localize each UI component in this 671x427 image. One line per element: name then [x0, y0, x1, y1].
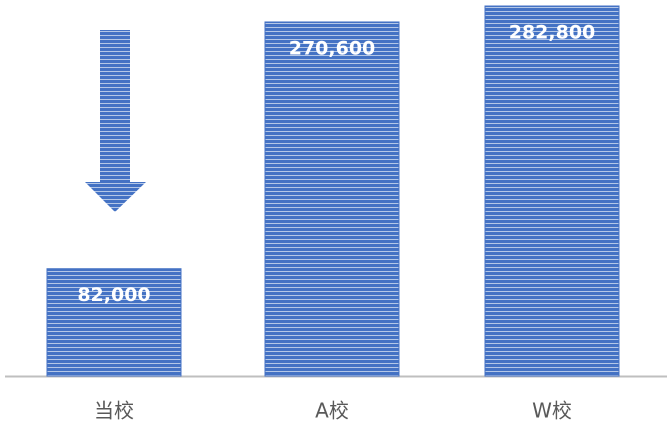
value-label: 270,600 [289, 37, 376, 59]
value-label: 82,000 [77, 284, 150, 306]
bar [46, 268, 182, 377]
x-tick-label: 当校 [94, 399, 134, 423]
down-arrow [85, 30, 146, 212]
x-tick-label: W校 [532, 399, 572, 423]
bar [264, 21, 400, 377]
bar [484, 5, 620, 377]
value-label: 282,800 [509, 22, 596, 44]
x-tick-label: A校 [315, 399, 349, 423]
